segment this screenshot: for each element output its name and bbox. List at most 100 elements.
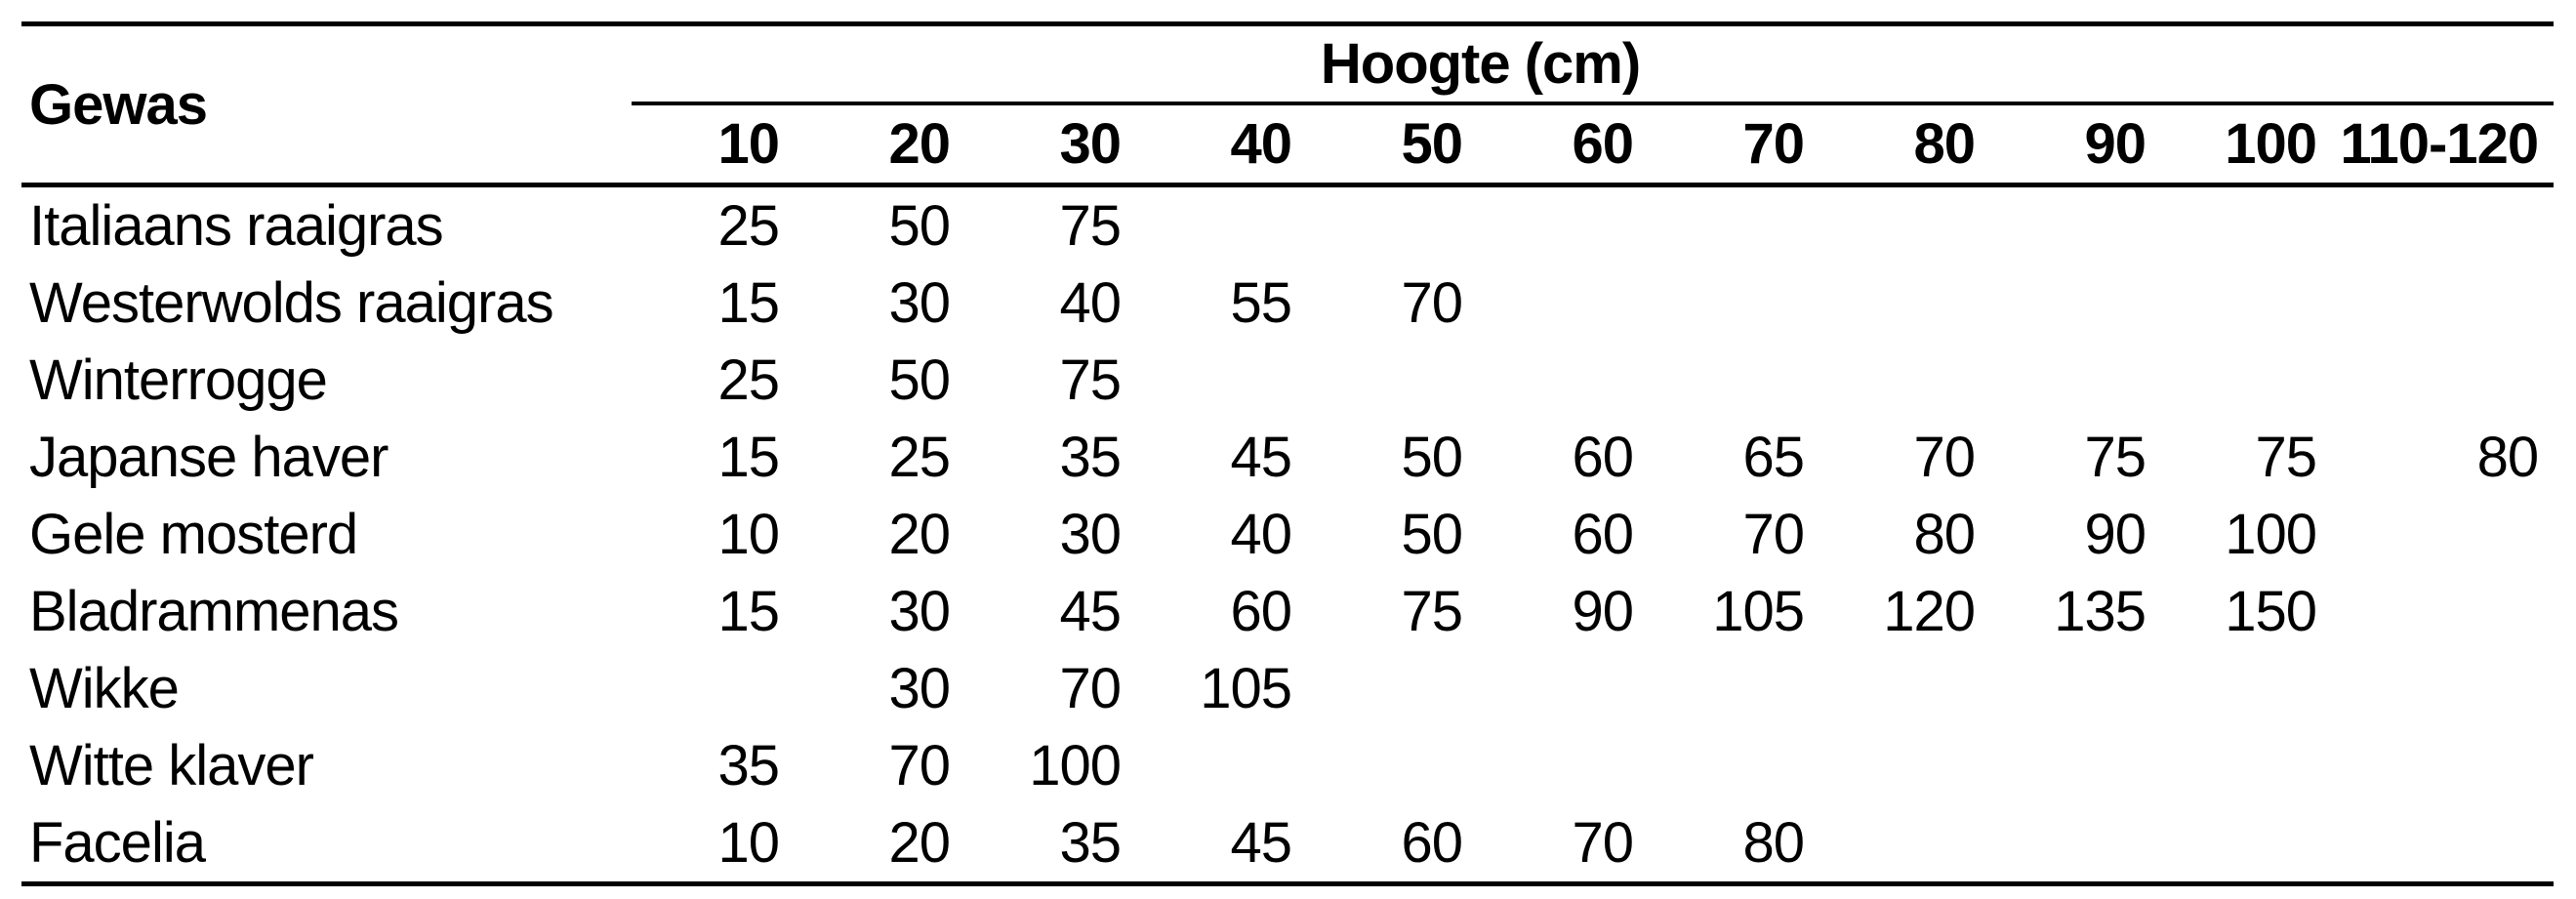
cell: 90 [1572,580,1634,643]
cell: 75 [2084,426,2147,489]
column-header-40: 40 [1144,103,1315,187]
hoogte-group-label: Hoogte (cm) [1320,32,1641,96]
cell [2169,727,2340,804]
cell: 120 [1883,580,1976,643]
table-row: Gele mosterd 10 20 30 40 50 60 70 80 90 100 [21,496,2554,573]
cell [1998,650,2169,727]
cell [2169,804,2340,886]
cell: 40 [1059,271,1122,335]
cell [2340,650,2554,727]
cell: 75 [1059,348,1122,412]
cell: 60 [1230,580,1292,643]
cell [2169,265,2340,342]
cell: 45 [1230,426,1292,489]
cell: 90 [2084,503,2147,566]
cell [1486,342,1656,419]
cell: 40 [1230,503,1292,566]
column-header-20: 20 [802,103,973,187]
cell: 25 [717,348,780,412]
column-header-100: 100 [2169,103,2340,187]
cell [1827,265,1998,342]
cell: 70 [888,734,951,797]
table-row: Japanse haver 15 25 35 45 50 60 65 70 75 75 80 [21,419,2554,496]
cell: 70 [1742,503,1805,566]
cell: 75 [1401,580,1463,643]
cell [1144,185,1315,266]
cell [1486,185,1656,266]
cell [1998,185,2169,266]
cell [1998,804,2169,886]
cell: 70 [1401,271,1463,335]
table-row: Facelia 10 20 35 45 60 70 80 [21,804,2555,886]
table-row: Witte klaver 35 70 100 [21,727,2554,804]
cell: 10 [632,804,802,886]
cell: 15 [717,426,780,489]
cell: 25 [888,426,951,489]
row-label: Gele mosterd [29,503,358,566]
table-row: Bladrammenas 15 30 45 60 75 90 105 120 135 150 [21,573,2554,650]
row-label: Witte klaver [29,734,314,797]
cell [1144,342,1315,419]
cell: 55 [1230,271,1292,335]
cell: 65 [1742,426,1805,489]
cell: 60 [1572,426,1634,489]
cell [1656,342,1827,419]
cell: 15 [717,580,780,643]
cell: 50 [888,194,951,258]
row-label: Japanse haver [29,426,388,489]
column-header-90: 90 [1998,103,2169,187]
column-header-30: 30 [973,103,1144,187]
row-label: Italiaans raaigras [29,194,444,258]
cell: 50 [1401,426,1463,489]
cell [1656,727,1827,804]
cell: 35 [1059,426,1122,489]
cell: 70 [1913,426,1976,489]
cell: 25 [717,194,780,258]
cell [1827,804,1998,886]
cell [1144,727,1315,804]
cell [1998,342,2169,419]
cell [2340,265,2554,342]
cell [1998,265,2169,342]
cell: 35 [717,734,780,797]
cell: 30 [888,657,951,720]
cell: 20 [802,804,973,886]
cell [1827,185,1998,266]
cell: 20 [888,503,951,566]
column-header-60: 60 [1486,103,1656,187]
cell [1315,727,1486,804]
cell: 75 [2255,426,2317,489]
row-label: Westerwolds raaigras [29,271,554,335]
cell [1315,185,1486,266]
row-label: Winterrogge [29,348,328,412]
group-header-row: Gewas Hoogte (cm) [21,21,2555,187]
cell [1656,650,1827,727]
cell: 60 [1572,503,1634,566]
cell: 30 [888,271,951,335]
column-header-70: 70 [1656,103,1827,187]
cell: 15 [717,271,780,335]
cell [1315,342,1486,419]
cell [1827,650,1998,727]
column-header-10: 10 [632,103,802,187]
cell: 30 [1059,503,1122,566]
cell: 100 [2225,503,2317,566]
cell: 150 [2225,580,2317,643]
cell: 100 [1029,734,1122,797]
table-row: Winterrogge 25 50 75 [21,342,2554,419]
cell [2340,496,2554,573]
cell: 80 [1913,503,1976,566]
cell [2169,342,2340,419]
table-row: Italiaans raaigras 25 50 75 [21,185,2554,266]
crop-height-table: Gewas Hoogte (cm) 10 20 30 40 50 60 70 80 90 100 1… [21,21,2555,886]
cell: 60 [1315,804,1486,886]
cell: 70 [1059,657,1122,720]
gewas-column-header: Gewas [21,21,632,187]
cell [2169,185,2340,266]
column-header-110-120: 110-120 [2340,103,2555,187]
cell: 105 [1712,580,1805,643]
cell: 45 [1144,804,1315,886]
cell: 135 [2054,580,2147,643]
column-header-80: 80 [1827,103,1998,187]
